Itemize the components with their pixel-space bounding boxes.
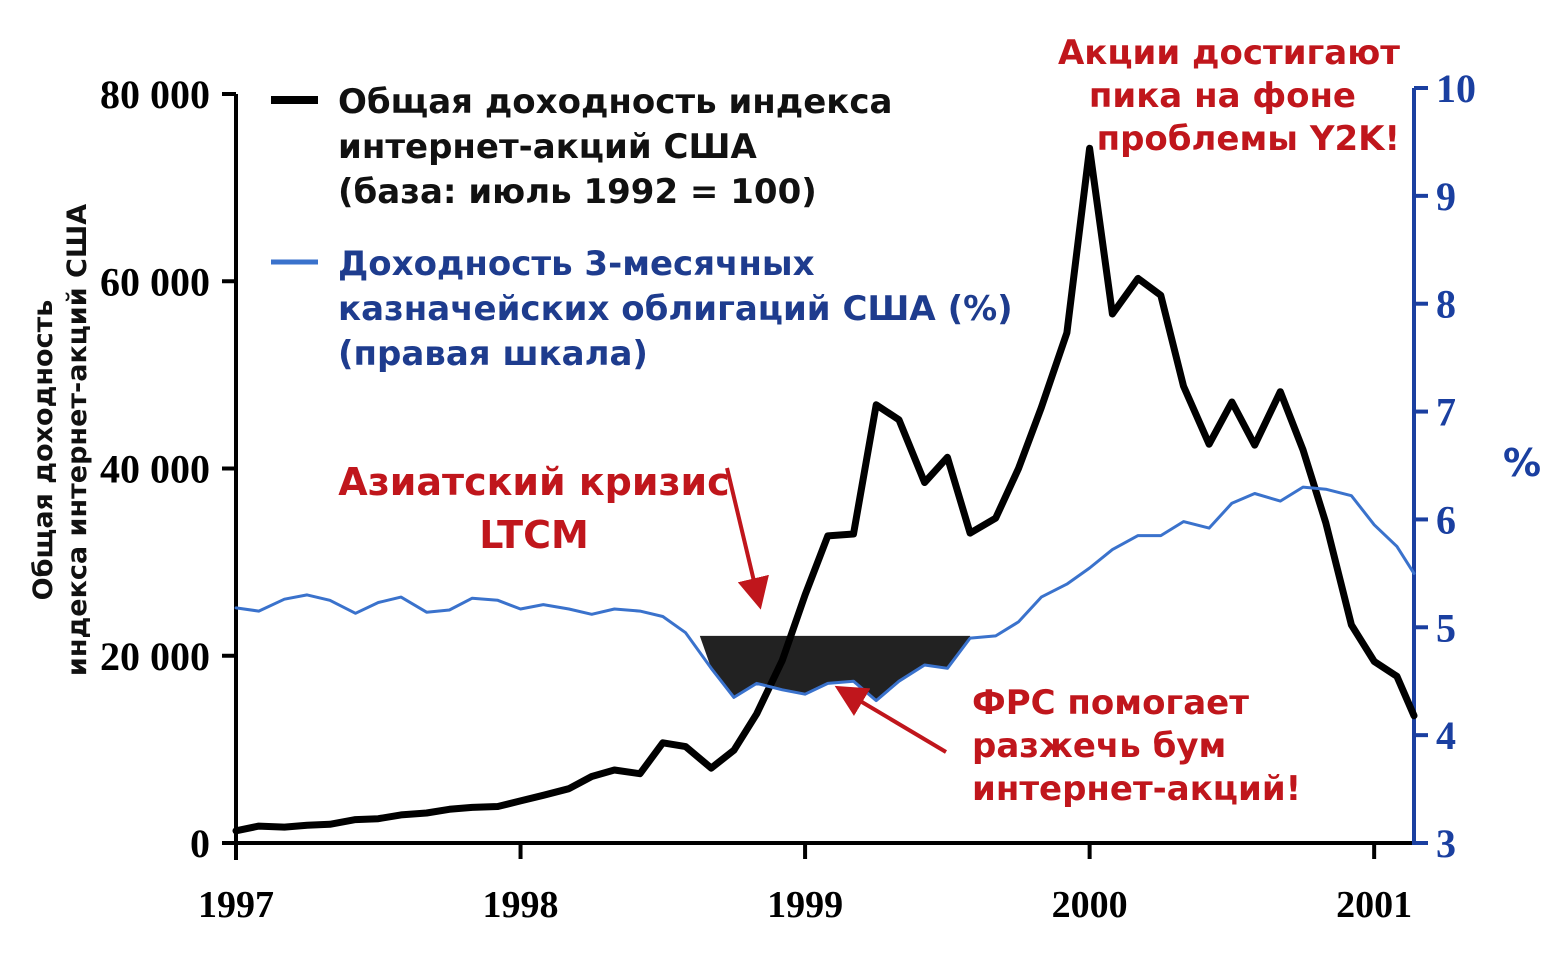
legend-label-tbill-line3: (правая шкала) <box>338 334 648 374</box>
legend-label-tbill-line1: Доходность 3-месячных <box>338 244 815 284</box>
left-axis-tick-label: 20 000 <box>100 634 210 679</box>
annotation-peak-line1: Акции достигают <box>1058 33 1400 73</box>
x-axis-tick-label: 1997 <box>198 884 274 926</box>
right-axis-tick-label: 10 <box>1436 66 1476 111</box>
right-axis-tick-label: 9 <box>1436 174 1456 219</box>
annotation-asia-line1: Азиатский кризис <box>338 460 729 504</box>
annotation-fed-line1: ФРС помогает <box>972 683 1249 723</box>
right-axis-tick-label: 6 <box>1436 497 1456 542</box>
annotation-peak-line3: проблемы Y2K! <box>1097 119 1400 159</box>
y-axis-label-line1: Общая доходность <box>28 300 59 601</box>
annotation-fed-line3: интернет-акций! <box>972 769 1301 809</box>
series-layer <box>232 144 1418 835</box>
right-axis-tick-label: 4 <box>1436 713 1456 758</box>
series-line-tbill-yield <box>234 485 1416 703</box>
left-axis-ticks: 80 000 60 000 40 000 20 000 0 <box>100 72 236 866</box>
y-axis-label-line2: индекса интернет-акций США <box>62 204 93 676</box>
annotation-peak-line2: пика на фоне <box>1089 76 1356 116</box>
x-axis-tick-label: 1998 <box>483 884 559 926</box>
right-axis-tick-label: 5 <box>1436 605 1456 650</box>
series-line-stock-index <box>232 144 1418 835</box>
x-axis-tick-label: 1999 <box>767 884 843 926</box>
shaded-gap-area <box>699 635 971 701</box>
annotation-fed-line2: разжечь бум <box>972 726 1226 766</box>
y-right-axis-label: % <box>1503 441 1541 485</box>
legend-label-stock-line3: (база: июль 1992 = 100) <box>338 172 817 212</box>
right-axis-tick-label: 3 <box>1436 821 1456 866</box>
annotation-asia-line2: LTCM <box>479 513 589 557</box>
x-axis-tick-label: 2001 <box>1336 884 1412 926</box>
x-axis-ticks: 1997 1998 1999 2000 2001 <box>198 843 1412 926</box>
right-axis-tick-label: 7 <box>1436 390 1456 435</box>
left-axis-tick-label: 40 000 <box>100 447 210 492</box>
legend-label-stock-line1: Общая доходность индекса <box>338 82 892 122</box>
left-axis-tick-label: 60 000 <box>100 259 210 304</box>
legend-label-tbill-line2: казначейских облигаций США (%) <box>338 289 1013 329</box>
right-axis-tick-label: 8 <box>1436 282 1456 327</box>
arrow-fed <box>834 685 948 754</box>
shaded-gap-polygon <box>699 635 971 701</box>
legend-label-stock-line2: интернет-акций США <box>338 127 757 167</box>
left-axis-tick-label: 0 <box>190 821 210 866</box>
left-axis-tick-label: 80 000 <box>100 72 210 117</box>
right-axis-ticks: 10 9 8 7 6 5 4 3 <box>1414 66 1476 866</box>
arrow-asia <box>725 467 769 610</box>
x-axis-tick-label: 2000 <box>1052 884 1128 926</box>
